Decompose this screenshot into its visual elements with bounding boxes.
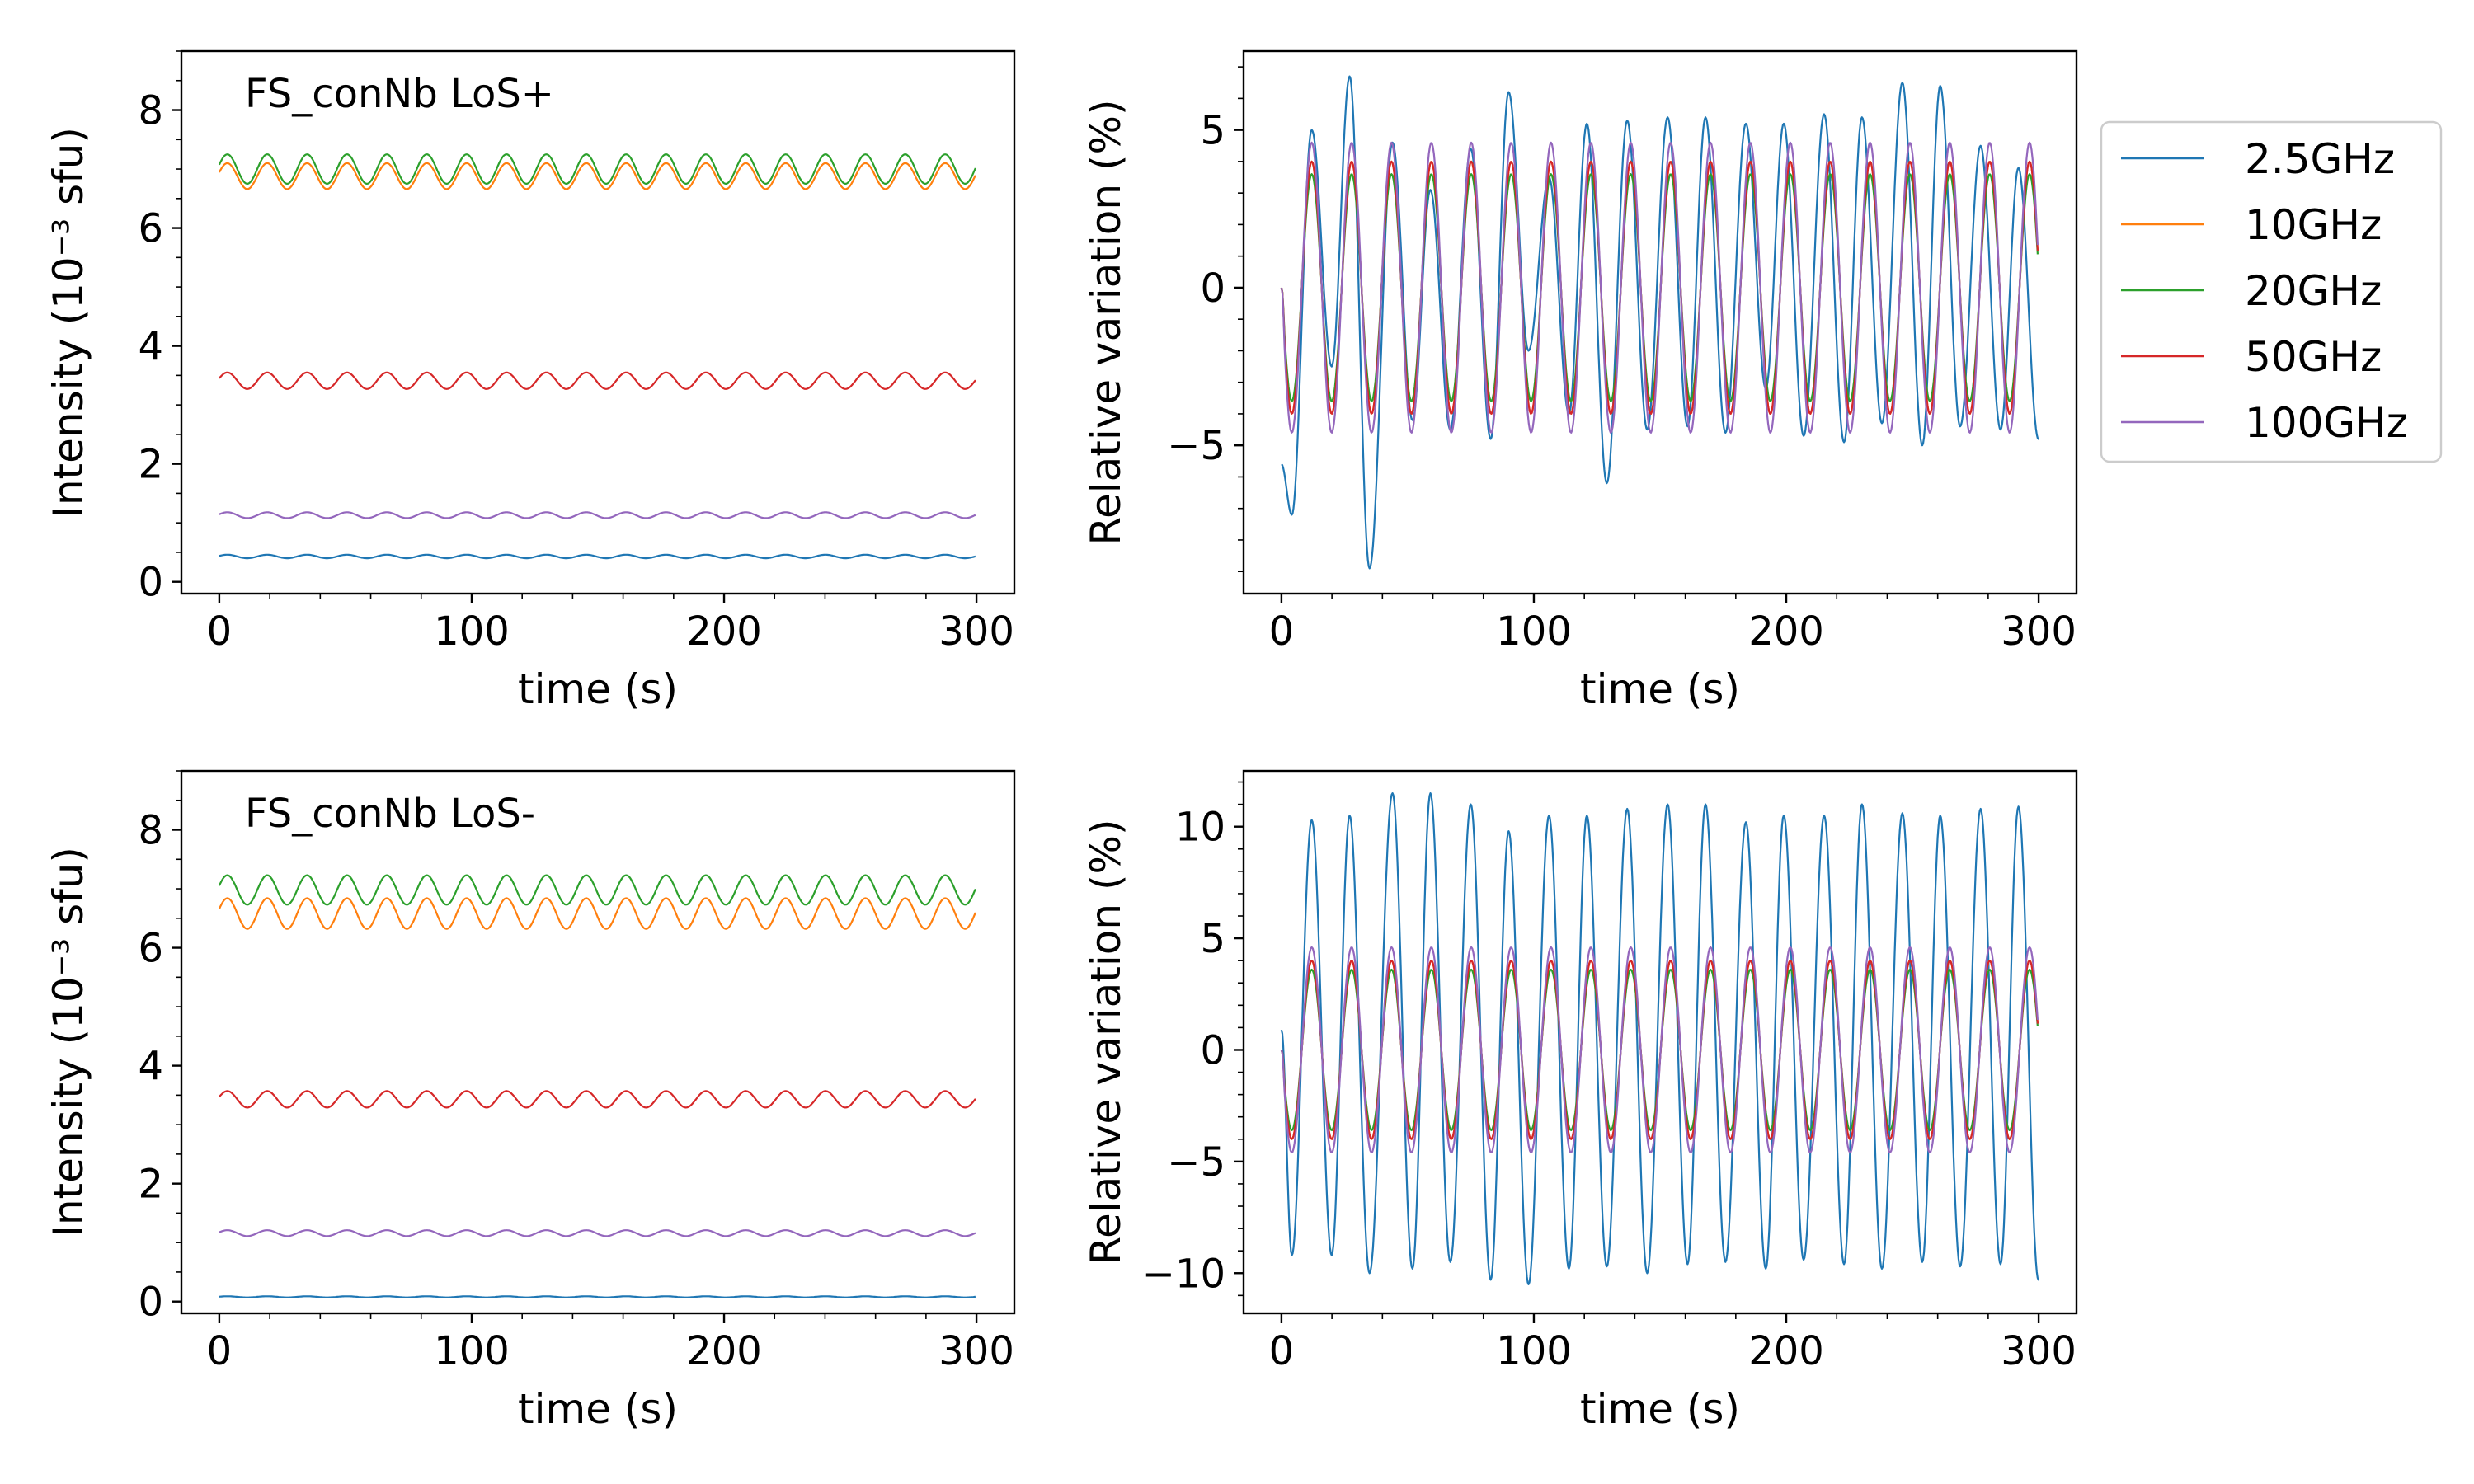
legend-label: 100GHz bbox=[2245, 399, 2408, 447]
panel-bottom-right: 0 100 200 300 −10 −5 0 5 10 time (s) Relative va… bbox=[1082, 769, 2078, 1433]
y-tick-label: 0 bbox=[138, 1280, 163, 1326]
y-tick-label: −5 bbox=[1167, 423, 1225, 469]
x-tick-label: 200 bbox=[686, 1328, 762, 1374]
panel-bottom-left: 0 100 200 300 0 2 4 6 8 FS_conNb LoS- time (s) I… bbox=[45, 769, 1016, 1433]
y-axis-label: Relative variation (%) bbox=[1082, 99, 1130, 545]
x-tick-label: 0 bbox=[207, 1328, 233, 1374]
series-line-10ghz bbox=[218, 162, 976, 190]
y-tick-label: 0 bbox=[1200, 1027, 1225, 1073]
y-tick-label: 5 bbox=[1200, 916, 1225, 962]
y-tick-label: 4 bbox=[138, 1044, 163, 1090]
legend-entry: 100GHz bbox=[2121, 399, 2408, 447]
legend-label: 2.5GHz bbox=[2245, 135, 2395, 183]
y-tick-label: 2 bbox=[138, 442, 163, 488]
series-line-2.5ghz bbox=[219, 1295, 976, 1298]
x-axis-label: time (s) bbox=[1580, 665, 1740, 713]
legend: 2.5GHz 10GHz 20GHz 50GHz 100GHz bbox=[2100, 120, 2443, 463]
x-tick-label: 100 bbox=[1496, 1328, 1572, 1374]
series-line-2.5ghz bbox=[219, 553, 976, 560]
series-line-50ghz bbox=[219, 1090, 976, 1109]
series-line-100ghz bbox=[1280, 946, 2039, 1153]
legend-box bbox=[2100, 120, 2443, 463]
legend-entry: 20GHz bbox=[2121, 267, 2382, 315]
legend-entry: 2.5GHz bbox=[2121, 135, 2395, 183]
series-line-100ghz bbox=[219, 511, 976, 519]
axes-frame bbox=[180, 49, 1016, 595]
panel-annotation: FS_conNb LoS- bbox=[245, 791, 535, 837]
x-tick-label: 0 bbox=[1269, 1328, 1295, 1374]
x-tick-label: 100 bbox=[434, 1328, 510, 1374]
y-axis-label: Intensity (10⁻³ sfu) bbox=[45, 127, 92, 518]
axes-frame bbox=[180, 769, 1016, 1315]
y-tick-label: 6 bbox=[138, 926, 163, 972]
y-tick-label: −5 bbox=[1167, 1139, 1225, 1186]
x-axis-label: time (s) bbox=[518, 665, 678, 713]
axes-frame bbox=[1242, 49, 2078, 595]
y-tick-label: 6 bbox=[138, 206, 163, 252]
legend-entry: 10GHz bbox=[2121, 201, 2382, 249]
series-line-2.5ghz bbox=[1280, 792, 2040, 1285]
series-line-100ghz bbox=[1280, 141, 2039, 434]
x-axis-label: time (s) bbox=[518, 1385, 678, 1433]
series-line-100ghz bbox=[219, 1229, 976, 1237]
x-tick-label: 200 bbox=[1748, 1328, 1824, 1374]
panel-top-left: 0 100 200 300 0 2 4 6 8 FS_conNb LoS+ time (s) I… bbox=[45, 49, 1016, 713]
x-tick-label: 100 bbox=[1496, 608, 1572, 655]
legend-label: 20GHz bbox=[2245, 267, 2382, 315]
x-tick-label: 200 bbox=[1748, 608, 1824, 655]
x-tick-label: 300 bbox=[938, 608, 1014, 655]
legend-entry: 50GHz bbox=[2121, 333, 2382, 381]
series-line-20ghz bbox=[218, 153, 976, 185]
y-tick-label: 5 bbox=[1200, 108, 1225, 154]
series-line-50ghz bbox=[219, 371, 976, 390]
x-tick-label: 300 bbox=[938, 1328, 1014, 1374]
y-tick-label: 0 bbox=[138, 560, 163, 606]
y-tick-label: 8 bbox=[138, 88, 163, 134]
x-tick-label: 100 bbox=[434, 608, 510, 655]
series-line-10ghz bbox=[218, 897, 976, 930]
panel-annotation: FS_conNb LoS+ bbox=[245, 71, 554, 117]
legend-label: 10GHz bbox=[2245, 201, 2382, 249]
y-tick-label: −10 bbox=[1142, 1251, 1225, 1297]
axes-frame bbox=[1242, 769, 2078, 1315]
y-tick-label: 10 bbox=[1175, 805, 1225, 851]
x-tick-label: 300 bbox=[2001, 1328, 2077, 1374]
y-axis-label: Relative variation (%) bbox=[1082, 819, 1130, 1265]
x-axis-label: time (s) bbox=[1580, 1385, 1740, 1433]
series-line-20ghz bbox=[218, 874, 976, 906]
x-tick-label: 300 bbox=[2001, 608, 2077, 655]
y-tick-label: 2 bbox=[138, 1162, 163, 1208]
y-tick-label: 0 bbox=[1200, 265, 1225, 312]
panel-top-right: 0 100 200 300 −5 0 5 time (s) Relative variati… bbox=[1082, 49, 2078, 713]
y-axis-label: Intensity (10⁻³ sfu) bbox=[45, 847, 92, 1237]
y-tick-label: 8 bbox=[138, 808, 163, 854]
legend-label: 50GHz bbox=[2245, 333, 2382, 381]
x-tick-label: 0 bbox=[1269, 608, 1295, 655]
y-tick-label: 4 bbox=[138, 324, 163, 370]
x-tick-label: 200 bbox=[686, 608, 762, 655]
x-tick-label: 0 bbox=[207, 608, 233, 655]
